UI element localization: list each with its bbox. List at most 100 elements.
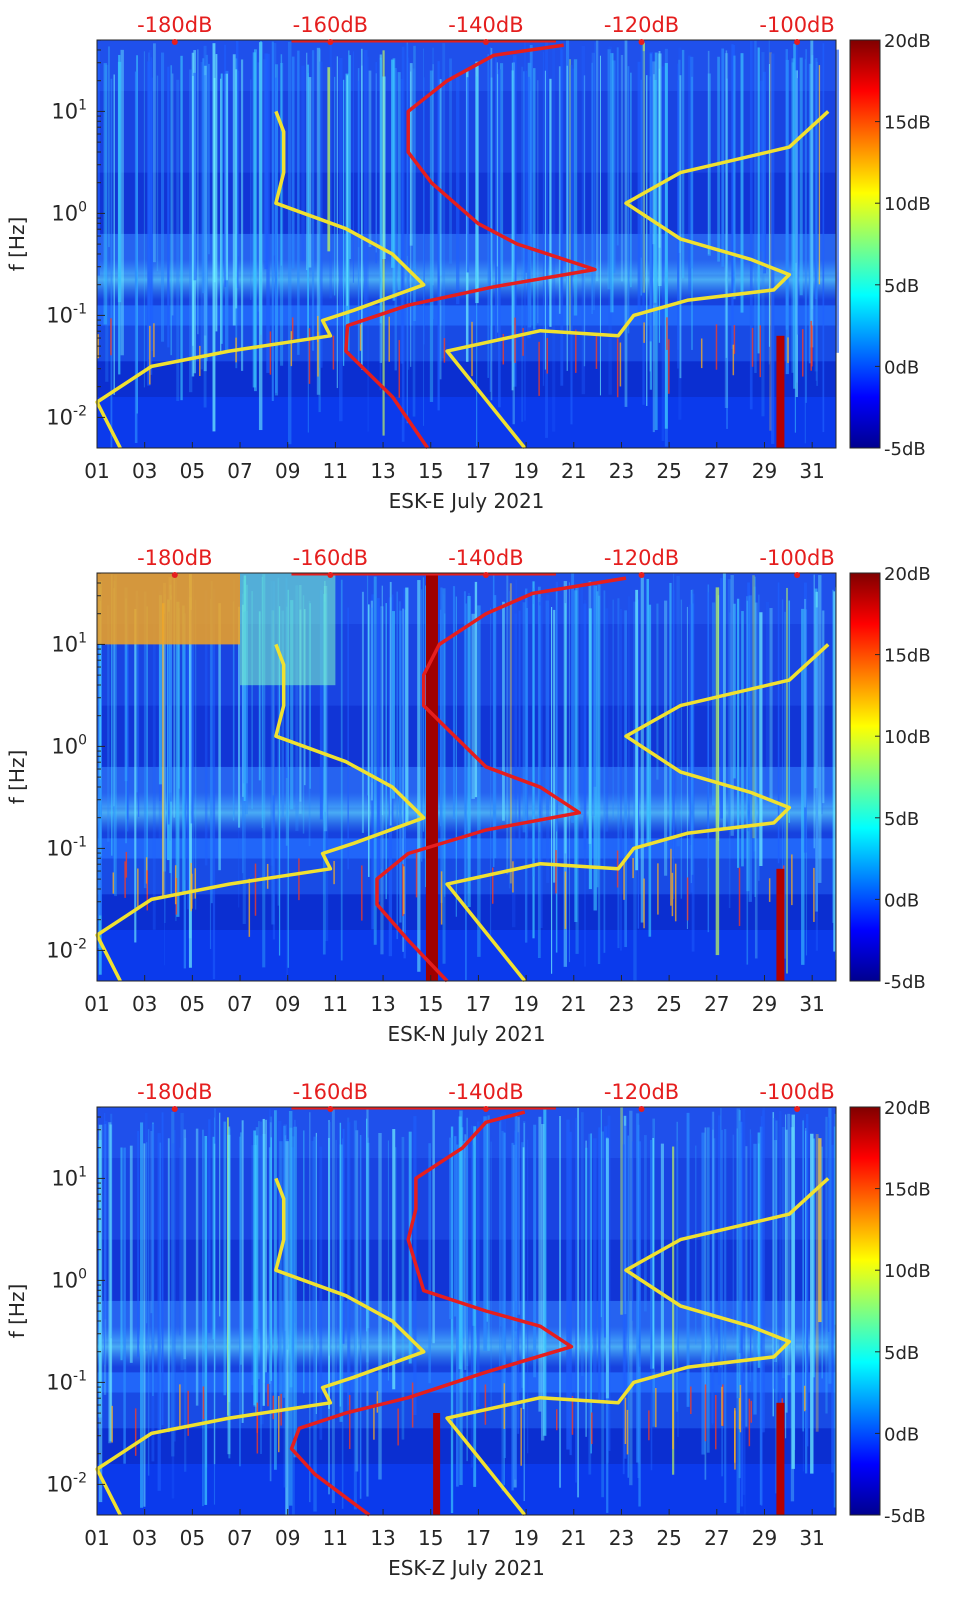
spectrogram-spike	[376, 1391, 379, 1413]
spectrogram-streak	[472, 1135, 476, 1326]
spectrogram-streak	[834, 1113, 837, 1325]
colorbar-tick-label: 15dB	[884, 1180, 931, 1201]
spectrogram-streak	[227, 1117, 229, 1416]
spectrogram-streak	[799, 57, 803, 296]
spectrogram-streak	[220, 73, 223, 344]
spectrogram-streak	[227, 1134, 231, 1455]
spectrogram-spike	[643, 878, 645, 929]
spectrogram-spike	[332, 335, 335, 370]
x-axis: 01 03 05 07 09 11 13 15 17 19 21 23 25 27 29 31 ESK-Z Ju…	[84, 1509, 825, 1580]
spectrogram-spike	[738, 1397, 741, 1430]
spectrogram-spike	[671, 872, 674, 917]
spectrogram-streak	[801, 608, 805, 965]
spectrogram-streak	[394, 67, 397, 371]
spectrogram-streak	[257, 62, 260, 312]
spectrogram-streak	[640, 577, 644, 923]
spectrogram-streak	[627, 596, 630, 846]
hf-noise-block	[97, 573, 241, 645]
spectrogram-streak	[816, 61, 818, 386]
spectrogram-plot-area	[95, 572, 837, 983]
spectrogram-streak	[710, 1111, 715, 1424]
x-tick-label: 21	[561, 1526, 586, 1550]
spectrogram-streak	[681, 49, 685, 279]
spectrogram-streak	[769, 608, 773, 801]
x-tick-label: 31	[799, 1526, 824, 1550]
spectrogram-streak	[318, 49, 321, 413]
panel-esk-n: 01 03 05 07 09 11 13 15 17 19 21 23 25 27 29 31 ESK-N Ju…	[5, 546, 931, 1046]
spectrogram-streak	[707, 50, 710, 255]
spectrogram-streak	[173, 1129, 176, 1442]
spectrogram-streak	[791, 62, 794, 373]
spectrogram-streak	[151, 1124, 155, 1462]
spectrogram-streak	[498, 69, 501, 408]
spectrogram-streak	[306, 52, 308, 271]
spectrogram-streak	[334, 76, 336, 296]
spectrogram-streak	[449, 58, 452, 264]
spectrogram-streak	[646, 578, 649, 847]
y-tick-label: 100	[51, 1266, 87, 1292]
hf-noise-block-2	[240, 573, 336, 686]
spectrogram-streak	[120, 49, 124, 356]
spectrogram-streak	[691, 589, 694, 875]
spectrogram-streak	[532, 588, 536, 877]
spectrogram-streak	[601, 1131, 604, 1498]
spectrogram-streak	[423, 77, 425, 345]
spectrogram-streak	[432, 64, 434, 286]
spectrogram-streak	[725, 50, 728, 358]
y-tick-label: 10-1	[46, 1368, 87, 1394]
spectrogram-streak	[187, 587, 190, 910]
colorbar-tick-label: 15dB	[884, 113, 931, 134]
spectrogram-spike	[624, 1397, 627, 1445]
spectrogram-streak	[442, 43, 446, 359]
spectrogram-streak	[104, 1112, 106, 1365]
spectrogram-streak	[156, 75, 159, 272]
spectrogram-streak	[143, 51, 145, 388]
spectrogram-streak	[574, 590, 578, 922]
spectrogram-spike	[359, 324, 362, 351]
spectrogram-streak	[508, 591, 511, 889]
spectrogram-streak	[322, 593, 326, 955]
spectrogram-spike	[813, 867, 815, 922]
spectrogram-streak	[569, 1131, 572, 1456]
spectrogram-streak	[720, 578, 723, 819]
spectrogram-streak	[295, 585, 299, 831]
spectrogram-streak	[720, 1108, 722, 1368]
spectrogram-streak	[147, 61, 151, 386]
spectrogram-streak	[370, 600, 373, 801]
spectrogram-spike	[125, 851, 128, 878]
spectrogram-streak	[324, 593, 329, 942]
spectrogram-streak	[250, 79, 252, 300]
spectrogram-streak	[458, 1116, 462, 1370]
spectrogram-streak	[170, 599, 172, 802]
spectrogram-streak	[529, 44, 533, 249]
spectrogram-streak	[371, 594, 374, 930]
spectrogram-streak	[346, 75, 348, 306]
spectrogram-streak	[814, 58, 818, 372]
spectrogram-streak	[134, 608, 137, 943]
top-tick-label: -180dB	[137, 13, 212, 37]
spectrogram-streak	[336, 56, 338, 389]
spectrogram-streak	[754, 602, 758, 959]
spectrogram-spike	[112, 872, 115, 894]
x-tick-label: 13	[370, 459, 395, 483]
spectrogram-streak	[137, 1130, 139, 1358]
spectrogram-streak	[533, 1124, 537, 1378]
spectrogram-streak	[339, 1144, 343, 1422]
spectrogram-streak	[802, 1120, 804, 1432]
spectrogram-streak	[387, 1140, 389, 1381]
spectrogram-spike	[643, 322, 645, 343]
spectrogram-spike	[715, 1394, 717, 1450]
spectrogram-streak	[150, 57, 153, 375]
spectrogram-streak	[275, 64, 279, 396]
spectrogram-streak	[240, 59, 244, 371]
spectrogram-streak	[163, 582, 166, 872]
spectrogram-streak	[192, 75, 194, 346]
spectrogram-streak	[736, 1108, 741, 1514]
spectrogram-streak	[228, 1128, 231, 1459]
spectrogram-streak	[227, 1126, 231, 1403]
spectrogram-streak	[477, 1121, 480, 1407]
spectrogram-streak	[706, 1127, 710, 1453]
x-tick-label: 11	[323, 992, 348, 1016]
spectrogram-streak	[566, 1119, 570, 1450]
spectrogram-streak	[515, 579, 517, 828]
